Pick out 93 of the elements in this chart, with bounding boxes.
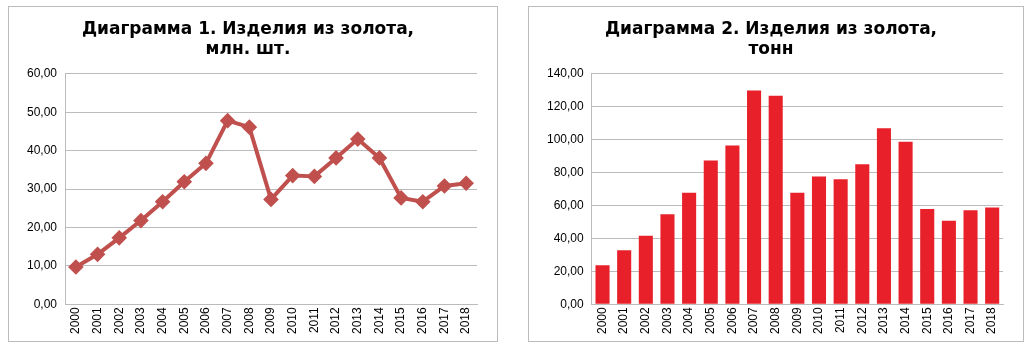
bar bbox=[941, 220, 956, 304]
point bbox=[68, 260, 83, 275]
y-tick-label: 0,00 bbox=[33, 296, 58, 311]
x-tick-label: 2011 bbox=[306, 306, 321, 334]
y-tick-label: 20,00 bbox=[27, 219, 58, 234]
x-tick-label: 2018 bbox=[458, 306, 473, 335]
x-tick-label: 2004 bbox=[154, 306, 169, 335]
point bbox=[177, 174, 192, 189]
y-tick-label: 10,00 bbox=[27, 258, 58, 273]
point bbox=[350, 132, 365, 147]
x-tick-label: 2005 bbox=[176, 306, 191, 335]
x-tick-label: 2004 bbox=[681, 306, 696, 335]
x-tick-label: 2001 bbox=[616, 306, 631, 335]
x-tick-label: 2008 bbox=[241, 306, 256, 335]
x-tick-label: 2012 bbox=[328, 306, 343, 335]
y-tick-label: 120,00 bbox=[547, 99, 585, 114]
bar bbox=[876, 128, 891, 304]
x-tick-label: 2009 bbox=[789, 306, 804, 335]
x-tick-label: 2000 bbox=[68, 306, 83, 335]
point bbox=[372, 150, 387, 165]
x-tick-label: 2014 bbox=[371, 306, 386, 335]
point bbox=[459, 176, 474, 191]
y-tick-label: 60,00 bbox=[553, 197, 585, 212]
y-tick-label: 30,00 bbox=[27, 181, 58, 196]
x-tick-label: 2000 bbox=[594, 306, 609, 335]
chart-title: Диаграмма 1. Изделия из золота, млн. шт. bbox=[81, 17, 415, 59]
x-tick-label: 2006 bbox=[198, 306, 213, 335]
x-tick-label: 2003 bbox=[659, 306, 674, 335]
y-tick-label: 40,00 bbox=[553, 230, 585, 245]
point bbox=[394, 190, 409, 205]
x-tick-label: 2002 bbox=[111, 306, 126, 335]
y-tick-label: 140,00 bbox=[547, 66, 585, 81]
x-tick-label: 2013 bbox=[876, 306, 891, 335]
x-tick-label: 2005 bbox=[703, 306, 718, 335]
point bbox=[220, 113, 235, 128]
x-tick-label: 2011 bbox=[832, 306, 847, 334]
bar bbox=[725, 145, 740, 304]
y-tick-label: 0,00 bbox=[560, 296, 585, 311]
x-tick-label: 2014 bbox=[897, 306, 912, 335]
point bbox=[437, 178, 452, 193]
x-tick-label: 2002 bbox=[638, 306, 653, 335]
x-tick-label: 2015 bbox=[919, 306, 934, 335]
x-tick-label: 2006 bbox=[724, 306, 739, 335]
x-tick-label: 2001 bbox=[89, 306, 104, 335]
x-tick-label: 2008 bbox=[768, 306, 783, 335]
x-tick-label: 2007 bbox=[219, 306, 234, 335]
y-tick-label: 100,00 bbox=[547, 131, 585, 146]
x-tick-label: 2010 bbox=[285, 306, 300, 335]
bar bbox=[595, 265, 610, 304]
point bbox=[415, 194, 430, 209]
bar bbox=[638, 235, 653, 304]
x-tick-label: 2007 bbox=[746, 306, 761, 335]
x-tick-label: 2003 bbox=[133, 306, 148, 335]
point bbox=[242, 120, 257, 135]
bar bbox=[898, 141, 913, 304]
bar bbox=[920, 208, 935, 304]
point bbox=[155, 194, 170, 209]
chart-title: Диаграмма 2. Изделия из золота, тонн bbox=[604, 17, 938, 59]
x-tick-label: 2016 bbox=[415, 306, 430, 335]
y-tick-label: 20,00 bbox=[553, 263, 585, 278]
x-tick-label: 2009 bbox=[263, 306, 278, 335]
bar bbox=[747, 90, 762, 304]
y-tick-label: 50,00 bbox=[27, 104, 58, 119]
bar bbox=[703, 160, 718, 304]
point bbox=[264, 192, 279, 207]
bar bbox=[985, 207, 1000, 304]
x-tick-label: 2018 bbox=[984, 306, 999, 335]
y-tick-label: 40,00 bbox=[27, 142, 58, 157]
y-tick-label: 80,00 bbox=[553, 164, 585, 179]
point bbox=[329, 150, 344, 165]
point bbox=[112, 230, 127, 245]
point bbox=[198, 156, 213, 171]
x-tick-label: 2013 bbox=[350, 306, 365, 335]
x-tick-label: 2016 bbox=[941, 306, 956, 335]
y-tick-label: 60,00 bbox=[27, 66, 58, 81]
bar bbox=[963, 210, 978, 304]
x-tick-label: 2017 bbox=[436, 306, 451, 335]
x-tick-label: 2015 bbox=[393, 306, 408, 335]
bar bbox=[790, 192, 805, 304]
bar bbox=[811, 176, 827, 304]
x-tick-label: 2012 bbox=[854, 306, 869, 335]
point bbox=[285, 168, 300, 183]
bar bbox=[855, 164, 870, 304]
bar bbox=[682, 192, 697, 304]
bar bbox=[660, 214, 675, 304]
bar bbox=[768, 95, 783, 304]
point bbox=[307, 169, 322, 184]
x-tick-label: 2017 bbox=[962, 306, 977, 335]
point bbox=[90, 247, 105, 262]
point bbox=[133, 213, 148, 228]
bar bbox=[833, 179, 848, 304]
x-tick-label: 2010 bbox=[811, 306, 826, 335]
bar bbox=[617, 250, 632, 304]
